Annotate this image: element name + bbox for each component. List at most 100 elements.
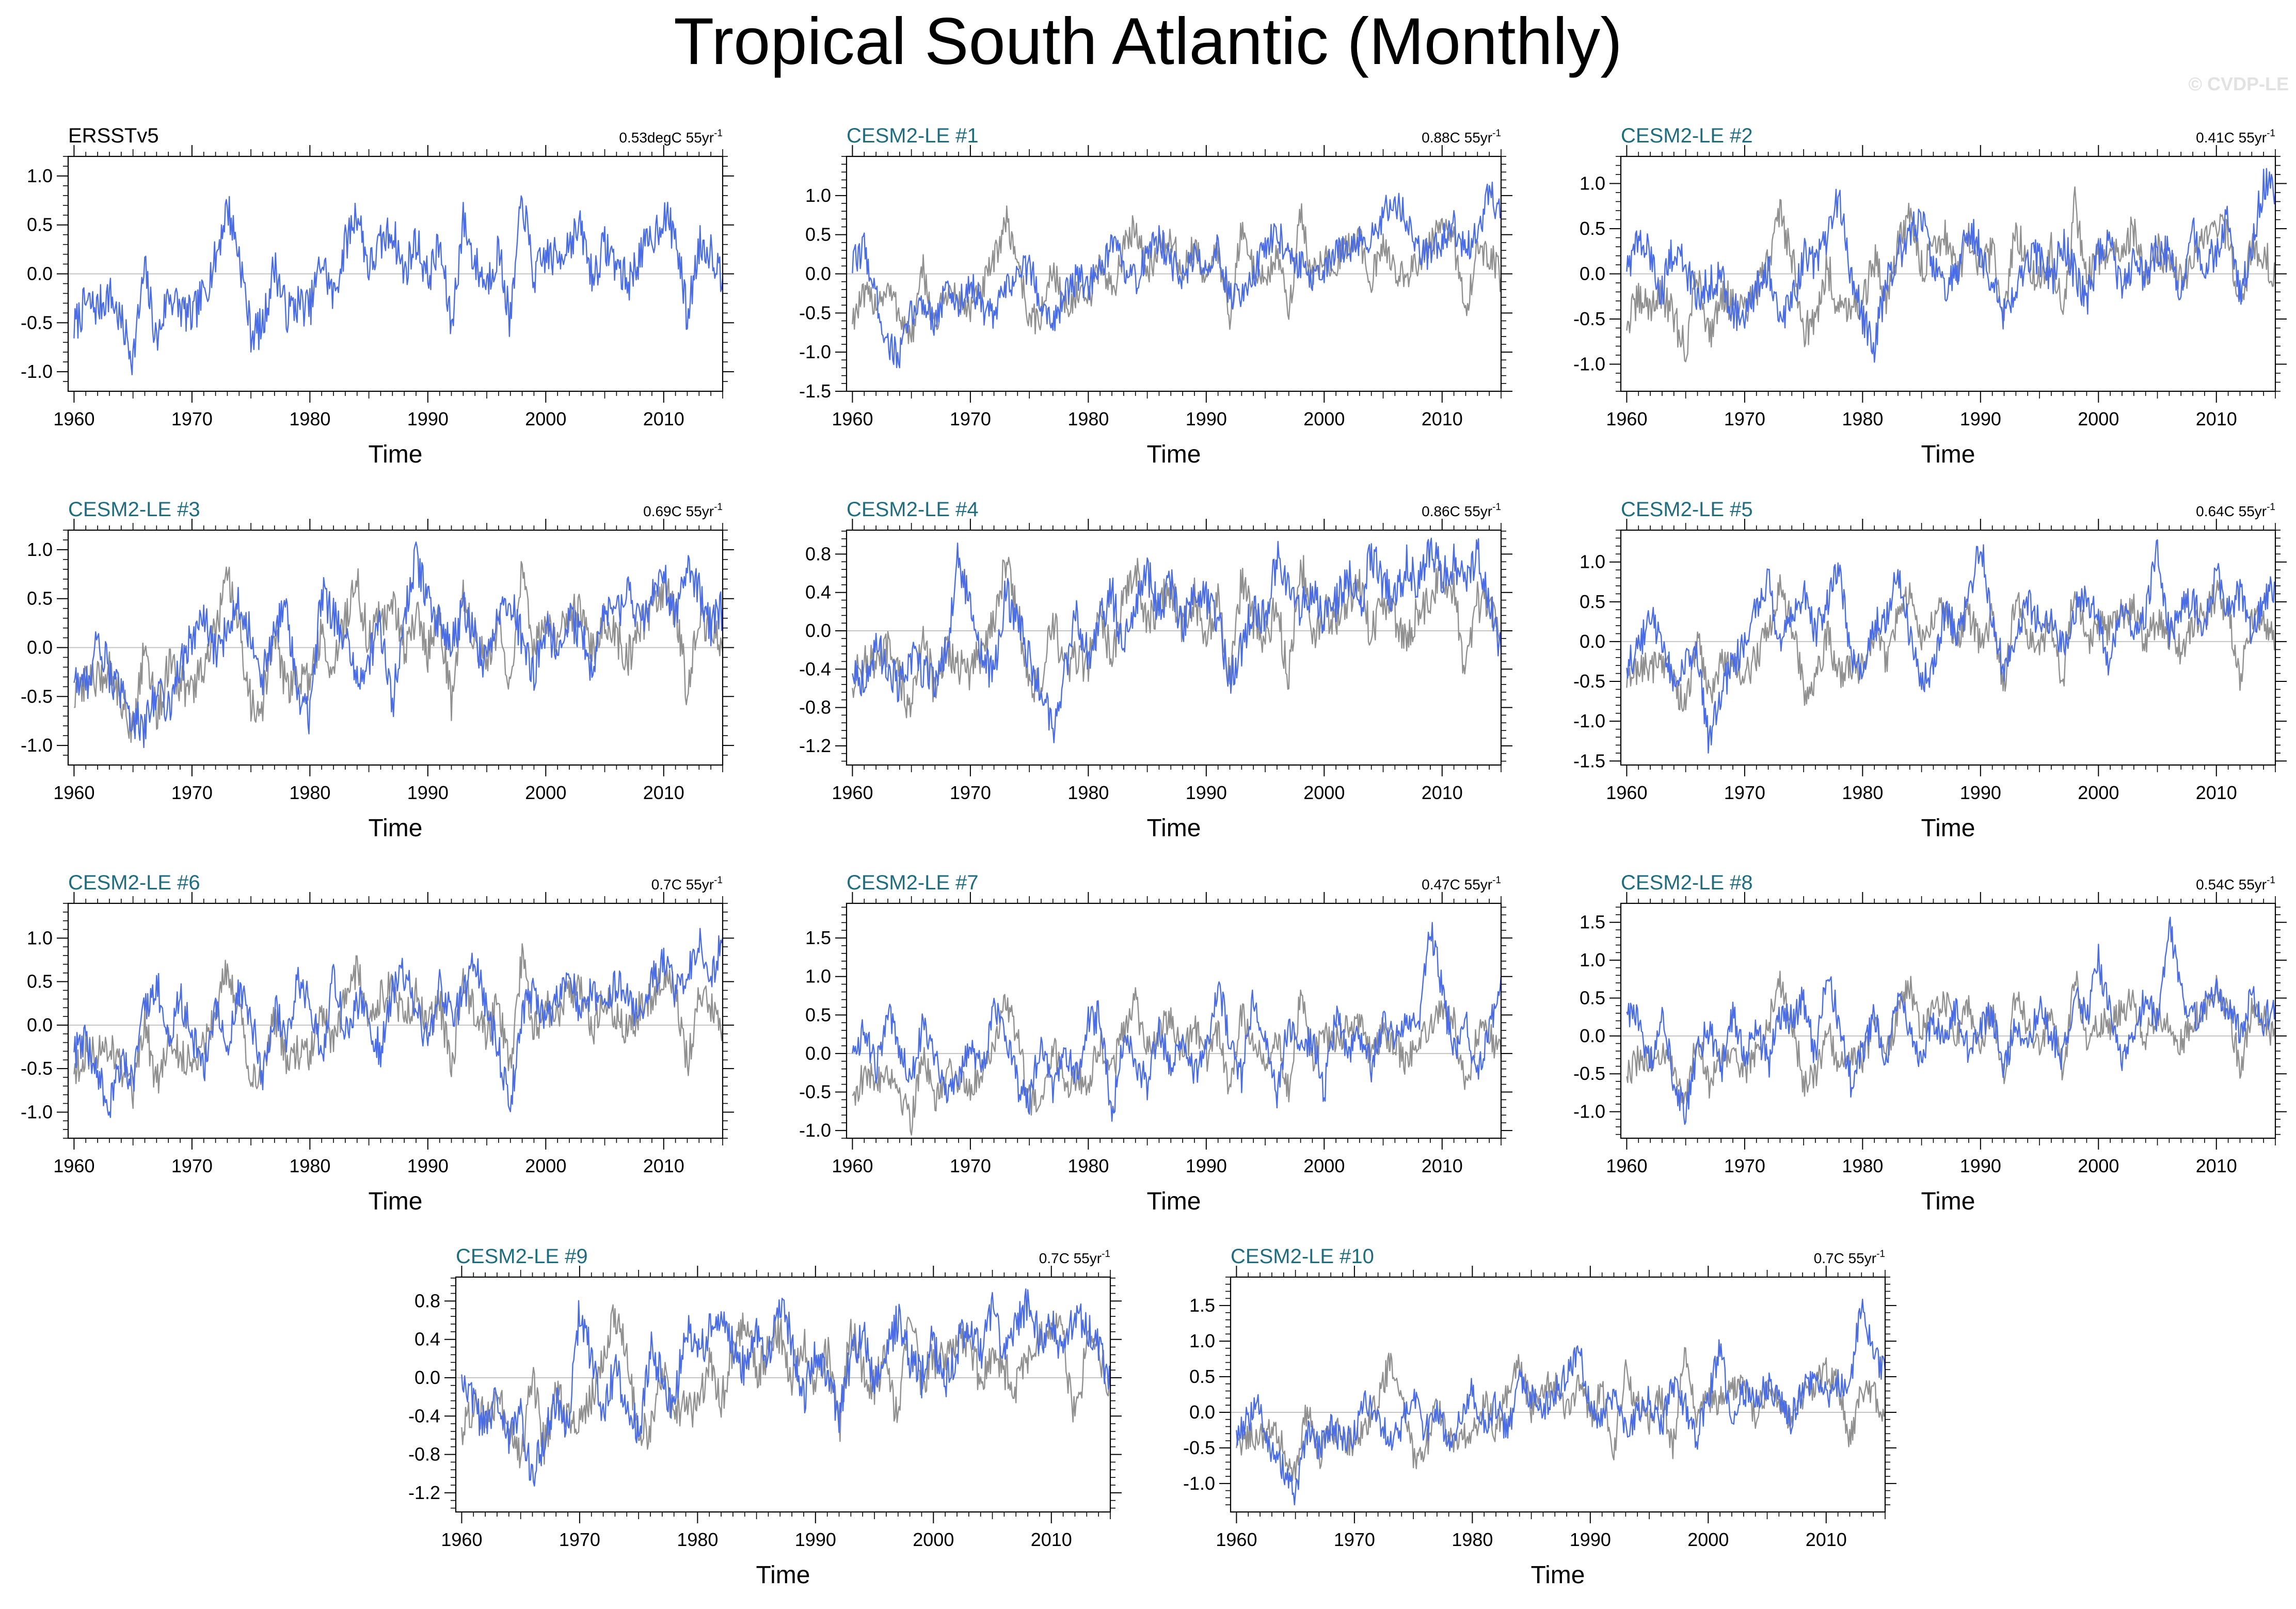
x-tick-label: 1960	[1606, 782, 1647, 803]
panel-title: CESM2-LE #5	[1621, 498, 1753, 521]
series-line-model	[852, 181, 1502, 369]
y-tick-label: 0.4	[414, 1329, 440, 1350]
y-tick-label: -1.0	[799, 1120, 831, 1141]
x-tick-label: 1960	[53, 782, 94, 803]
y-tick-label: 0.0	[1580, 1025, 1605, 1046]
series-line-obs	[1626, 970, 2276, 1105]
x-tick-label: 2000	[2078, 1155, 2119, 1176]
series-line-model	[461, 1288, 1111, 1487]
y-tick-label: 0.5	[1189, 1366, 1215, 1387]
trend-exponent: -1	[2267, 502, 2275, 513]
y-tick-label: -0.5	[1573, 671, 1605, 692]
trend-exponent: -1	[1876, 1249, 1885, 1260]
trend-exponent: -1	[1492, 502, 1501, 513]
trend-label: 0.41C 55yr-1	[2196, 128, 2275, 146]
y-tick-label: -1.5	[799, 380, 831, 402]
x-tick-label: 2000	[1303, 1155, 1345, 1176]
panel-6: CESM2-LE #5 0.64C 55yr-1 -1.5 -1.0 -0.5 0.0 0.…	[1573, 498, 2287, 842]
y-tick-label: 0.4	[805, 582, 831, 603]
y-tick-label: 0.0	[1189, 1401, 1215, 1423]
plot-frame	[1230, 1276, 1886, 1513]
x-tick-label: 2010	[643, 782, 684, 803]
panel-title: CESM2-LE #2	[1621, 124, 1753, 147]
x-tick-label: 1990	[1960, 1155, 2001, 1176]
trend-exponent: -1	[2267, 875, 2275, 886]
x-tick-label: 2000	[1303, 782, 1345, 803]
x-axis-label: Time	[1147, 441, 1201, 468]
x-tick-label: 2010	[1806, 1529, 1847, 1550]
series-line-obs	[461, 1304, 1111, 1469]
panel-5: CESM2-LE #4 0.86C 55yr-1 -1.2 -0.8 -0.4 0.0 0.…	[799, 498, 1512, 842]
y-tick-label: 0.0	[1580, 263, 1605, 284]
y-tick-label: 0.0	[27, 263, 53, 284]
y-tick-label: 1.0	[27, 165, 53, 186]
x-tick-label: 1970	[171, 1155, 213, 1176]
x-tick-label: 1960	[53, 408, 94, 429]
x-tick-label: 1980	[1842, 1155, 1883, 1176]
panel-title: CESM2-LE #9	[456, 1245, 588, 1268]
y-tick-label: 0.0	[805, 1043, 831, 1064]
panel-title: CESM2-LE #1	[847, 124, 979, 147]
series-line-model	[1236, 1298, 1886, 1506]
x-tick-label: 1980	[677, 1529, 718, 1550]
x-tick-label: 1990	[795, 1529, 836, 1550]
x-tick-label: 1990	[407, 1155, 449, 1176]
series-line-obs	[73, 943, 724, 1109]
x-tick-label: 1980	[1842, 782, 1883, 803]
x-tick-label: 1990	[1960, 408, 2001, 429]
x-tick-label: 1970	[1724, 1155, 1765, 1176]
plot-frame	[846, 902, 1502, 1139]
trend-exponent: -1	[1492, 875, 1501, 886]
x-tick-label: 2000	[2078, 408, 2119, 429]
x-tick-label: 1990	[1570, 1529, 1611, 1550]
y-tick-label: -1.0	[1183, 1473, 1215, 1494]
y-tick-label: -1.0	[21, 361, 53, 382]
x-tick-label: 1960	[1606, 1155, 1647, 1176]
x-tick-label: 1970	[950, 1155, 991, 1176]
y-tick-label: 1.0	[805, 966, 831, 987]
y-tick-label: -0.5	[1573, 1063, 1605, 1084]
trend-label: 0.7C 55yr-1	[1039, 1249, 1110, 1266]
panel-title: CESM2-LE #3	[68, 498, 200, 521]
series-line-model	[1626, 168, 2276, 363]
y-tick-label: 0.0	[805, 620, 831, 641]
plot-frame	[455, 1276, 1111, 1513]
x-axis-label: Time	[1921, 1188, 1975, 1215]
x-tick-label: 1970	[559, 1529, 600, 1550]
series-line-model	[1626, 916, 2276, 1125]
y-tick-label: 0.5	[27, 214, 53, 235]
y-tick-label: -0.5	[799, 1081, 831, 1102]
trend-label: 0.54C 55yr-1	[2196, 875, 2275, 893]
y-tick-label: -0.5	[21, 1058, 53, 1079]
panel-3: CESM2-LE #2 0.41C 55yr-1 -1.0 -0.5 0.0 0.5 1.0…	[1573, 124, 2287, 468]
x-tick-label: 2000	[525, 782, 566, 803]
x-tick-label: 1960	[1216, 1529, 1257, 1550]
y-tick-label: -0.4	[799, 658, 831, 679]
x-tick-label: 1980	[289, 1155, 330, 1176]
panel-9: CESM2-LE #8 0.54C 55yr-1 -1.0 -0.5 0.0 0.5 1.0…	[1573, 871, 2287, 1215]
y-tick-label: 1.0	[27, 539, 53, 560]
trend-label: 0.53degC 55yr-1	[619, 128, 723, 146]
panel-1: ERSSTv5 0.53degC 55yr-1 -1.0 -0.5 0.0 0.5 1.0 1…	[21, 124, 734, 468]
trend-exponent: -1	[2267, 128, 2275, 139]
x-tick-label: 1960	[832, 408, 873, 429]
x-tick-label: 2010	[643, 408, 684, 429]
trend-exponent: -1	[714, 875, 723, 886]
x-axis-label: Time	[1147, 815, 1201, 842]
x-tick-label: 1960	[1606, 408, 1647, 429]
panel-4: CESM2-LE #3 0.69C 55yr-1 -1.0 -0.5 0.0 0.5 1.0…	[21, 498, 734, 842]
y-tick-label: -1.0	[21, 1101, 53, 1122]
y-tick-label: 0.0	[27, 637, 53, 658]
y-tick-label: 0.8	[414, 1290, 440, 1311]
series-line-model	[73, 541, 724, 748]
y-tick-label: -1.2	[799, 735, 831, 756]
x-tick-label: 2010	[2196, 1155, 2237, 1176]
x-tick-label: 2010	[1422, 1155, 1463, 1176]
trend-label: 0.69C 55yr-1	[643, 502, 723, 519]
x-tick-label: 2000	[913, 1529, 954, 1550]
panel-2: CESM2-LE #1 0.88C 55yr-1 -1.5 -1.0 -0.5 0.0 0.…	[799, 124, 1512, 468]
y-tick-label: 0.5	[1580, 591, 1605, 612]
plot-frame	[67, 902, 724, 1139]
x-tick-label: 1990	[1960, 782, 2001, 803]
